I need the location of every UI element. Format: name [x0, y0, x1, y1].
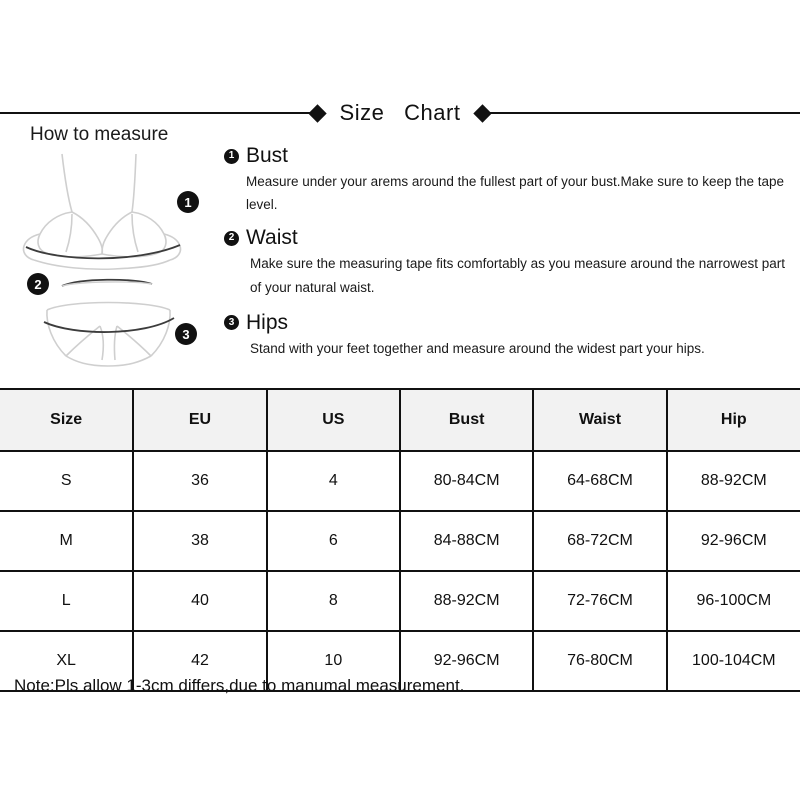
instruction-hips-text: Stand with your feet together and measur…	[250, 340, 705, 356]
marker-3: 3	[175, 323, 197, 345]
number-badge-3-icon: 3	[224, 315, 239, 331]
instruction-hips-head: 3 Hips	[224, 311, 794, 335]
column-header-hip: Hip	[665, 388, 800, 452]
panty-illustration	[46, 301, 171, 367]
hip-measure-line	[43, 317, 175, 333]
table-row: M 38 6 84-88CM 68-72CM 92-96CM	[0, 510, 800, 572]
column-header-eu: EU	[132, 388, 268, 452]
instruction-bust-head: 1 Bust	[224, 144, 794, 168]
marker-1: 1	[177, 191, 199, 213]
cell-waist: 72-76CM	[532, 570, 668, 632]
header-rule-right	[489, 112, 800, 114]
measurement-illustration: 1 2 3	[18, 150, 228, 370]
cell-eu: 40	[132, 570, 268, 632]
cell-us: 8	[265, 570, 401, 632]
instruction-waist-head: 2 Waist	[224, 226, 794, 250]
cell-us: 6	[265, 510, 401, 572]
table-row: S 36 4 80-84CM 64-68CM 88-92CM	[0, 450, 800, 512]
measurement-instructions: 1 Bust Measure under your arems around t…	[224, 144, 794, 366]
cell-bust: 84-88CM	[398, 510, 535, 572]
cell-waist: 76-80CM	[532, 630, 668, 692]
table-header-row: Size EU US Bust Waist Hip	[0, 388, 800, 452]
marker-2: 2	[27, 273, 49, 295]
cell-hip: 100-104CM	[665, 630, 800, 692]
diamond-bullet-icon-left	[307, 103, 327, 123]
cell-eu: 36	[132, 450, 268, 512]
number-badge-2-icon: 2	[224, 230, 239, 246]
header-rule-left	[0, 112, 311, 114]
cell-hip: 88-92CM	[665, 450, 800, 512]
instruction-bust-title: Bust	[246, 144, 289, 167]
cell-bust: 88-92CM	[398, 570, 535, 632]
cell-hip: 96-100CM	[665, 570, 800, 632]
cell-us: 10	[265, 630, 401, 692]
cell-waist: 68-72CM	[532, 510, 668, 572]
column-header-size: Size	[0, 388, 135, 452]
cell-us: 4	[265, 450, 401, 512]
how-to-measure-title: How to measure	[30, 124, 169, 145]
size-chart-table: Size EU US Bust Waist Hip S 36 4 80-84CM…	[0, 388, 800, 692]
cell-size: L	[0, 570, 135, 632]
instruction-bust-text: Measure under your arems around the full…	[246, 174, 785, 213]
column-header-us: US	[265, 388, 401, 452]
page-title: Size Chart	[339, 100, 461, 125]
table-row: L 40 8 88-92CM 72-76CM 96-100CM	[0, 570, 800, 632]
measurement-note: Note:Pls allow 1-3cm differs,due to manu…	[14, 676, 465, 695]
instruction-waist-title: Waist	[246, 226, 298, 250]
cell-bust: 92-96CM	[398, 630, 535, 692]
diamond-bullet-icon-right	[473, 103, 493, 123]
instruction-bust: 1 Bust Measure under your arems around t…	[224, 144, 794, 216]
size-chart-header: Size Chart	[0, 96, 800, 130]
cell-eu: 38	[132, 510, 268, 572]
waist-measure-line	[61, 278, 153, 287]
cell-size: M	[0, 510, 135, 572]
cell-eu: 42	[132, 630, 268, 692]
svg-text:2: 2	[34, 277, 41, 292]
bust-measure-line	[25, 244, 181, 260]
svg-text:3: 3	[182, 327, 189, 342]
instruction-waist: 2 Waist Make sure the measuring tape fit…	[224, 226, 794, 298]
cell-bust: 80-84CM	[398, 450, 535, 512]
cell-size: XL	[0, 630, 135, 692]
cell-size: S	[0, 450, 135, 512]
cell-hip: 92-96CM	[665, 510, 800, 572]
instruction-waist-text: Make sure the measuring tape fits comfor…	[250, 256, 786, 295]
instruction-hips-title: Hips	[246, 310, 289, 334]
instruction-hips: 3 Hips Stand with your feet together and…	[224, 311, 794, 360]
cell-waist: 64-68CM	[532, 450, 668, 512]
column-header-bust: Bust	[398, 388, 535, 452]
svg-text:1: 1	[184, 195, 191, 210]
number-badge-1-icon: 1	[224, 148, 239, 164]
table-row: XL 42 10 92-96CM 76-80CM 100-104CM	[0, 630, 800, 692]
column-header-waist: Waist	[532, 388, 668, 452]
